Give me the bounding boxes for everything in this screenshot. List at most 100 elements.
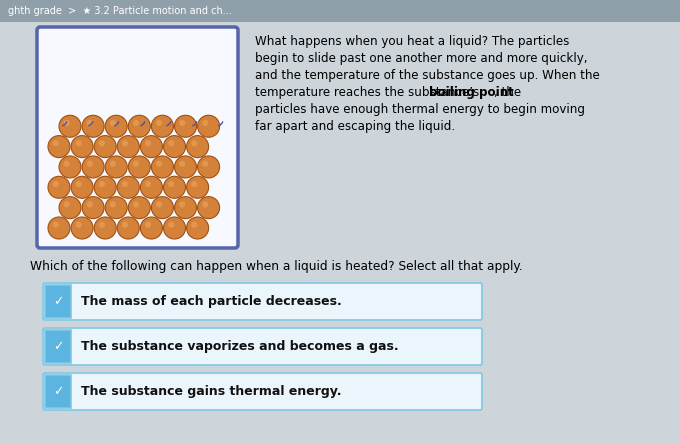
Circle shape bbox=[133, 201, 139, 207]
Circle shape bbox=[152, 115, 173, 137]
Circle shape bbox=[152, 156, 173, 178]
Circle shape bbox=[122, 222, 128, 228]
Circle shape bbox=[156, 201, 162, 207]
Circle shape bbox=[59, 156, 81, 178]
Text: What happens when you heat a liquid? The particles: What happens when you heat a liquid? The… bbox=[255, 35, 569, 48]
Text: , the: , the bbox=[494, 86, 522, 99]
Circle shape bbox=[179, 161, 185, 167]
Circle shape bbox=[52, 140, 58, 147]
Circle shape bbox=[99, 181, 105, 187]
Circle shape bbox=[145, 140, 151, 147]
Circle shape bbox=[99, 222, 105, 228]
Circle shape bbox=[99, 140, 105, 147]
Circle shape bbox=[163, 217, 186, 239]
Circle shape bbox=[48, 135, 70, 158]
FancyBboxPatch shape bbox=[43, 283, 482, 320]
Circle shape bbox=[129, 197, 150, 218]
Text: ✓: ✓ bbox=[53, 295, 63, 308]
Text: temperature reaches the substance’s: temperature reaches the substance’s bbox=[255, 86, 483, 99]
Circle shape bbox=[198, 156, 220, 178]
Circle shape bbox=[186, 176, 209, 198]
Text: ✓: ✓ bbox=[53, 385, 63, 398]
Text: The substance gains thermal energy.: The substance gains thermal energy. bbox=[81, 385, 341, 398]
Circle shape bbox=[59, 197, 81, 218]
Circle shape bbox=[156, 161, 162, 167]
Circle shape bbox=[129, 156, 150, 178]
Circle shape bbox=[75, 140, 82, 147]
Circle shape bbox=[117, 176, 139, 198]
Circle shape bbox=[59, 115, 81, 137]
Circle shape bbox=[152, 197, 173, 218]
Circle shape bbox=[122, 181, 128, 187]
Circle shape bbox=[156, 120, 162, 126]
Text: and the temperature of the substance goes up. When the: and the temperature of the substance goe… bbox=[255, 69, 600, 82]
Text: far apart and escaping the liquid.: far apart and escaping the liquid. bbox=[255, 120, 455, 133]
Circle shape bbox=[117, 135, 139, 158]
Text: The substance vaporizes and becomes a gas.: The substance vaporizes and becomes a ga… bbox=[81, 340, 398, 353]
Circle shape bbox=[82, 156, 104, 178]
Circle shape bbox=[198, 197, 220, 218]
Circle shape bbox=[109, 161, 116, 167]
Circle shape bbox=[122, 140, 128, 147]
Circle shape bbox=[191, 222, 197, 228]
FancyBboxPatch shape bbox=[37, 27, 238, 248]
Circle shape bbox=[168, 181, 174, 187]
Circle shape bbox=[145, 222, 151, 228]
Circle shape bbox=[117, 217, 139, 239]
Circle shape bbox=[133, 161, 139, 167]
FancyBboxPatch shape bbox=[45, 375, 71, 408]
Circle shape bbox=[71, 176, 93, 198]
FancyBboxPatch shape bbox=[43, 328, 482, 365]
Circle shape bbox=[202, 161, 208, 167]
FancyBboxPatch shape bbox=[43, 373, 482, 410]
Circle shape bbox=[87, 120, 93, 126]
Circle shape bbox=[52, 222, 58, 228]
Circle shape bbox=[168, 140, 174, 147]
Circle shape bbox=[71, 217, 93, 239]
Text: The mass of each particle decreases.: The mass of each particle decreases. bbox=[81, 295, 342, 308]
Circle shape bbox=[105, 197, 127, 218]
Circle shape bbox=[48, 176, 70, 198]
Circle shape bbox=[179, 201, 185, 207]
Circle shape bbox=[198, 115, 220, 137]
Circle shape bbox=[64, 120, 70, 126]
Text: ✓: ✓ bbox=[53, 340, 63, 353]
Circle shape bbox=[82, 115, 104, 137]
Circle shape bbox=[95, 176, 116, 198]
Circle shape bbox=[129, 115, 150, 137]
Circle shape bbox=[95, 217, 116, 239]
Circle shape bbox=[191, 181, 197, 187]
Circle shape bbox=[64, 201, 70, 207]
Circle shape bbox=[64, 161, 70, 167]
Circle shape bbox=[133, 120, 139, 126]
Circle shape bbox=[95, 135, 116, 158]
Circle shape bbox=[186, 217, 209, 239]
Circle shape bbox=[163, 176, 186, 198]
Circle shape bbox=[175, 197, 197, 218]
Circle shape bbox=[109, 201, 116, 207]
Circle shape bbox=[48, 217, 70, 239]
Circle shape bbox=[52, 181, 58, 187]
Circle shape bbox=[163, 135, 186, 158]
Circle shape bbox=[75, 181, 82, 187]
Circle shape bbox=[82, 197, 104, 218]
Text: Which of the following can happen when a liquid is heated? Select all that apply: Which of the following can happen when a… bbox=[30, 260, 523, 273]
Circle shape bbox=[140, 217, 163, 239]
FancyBboxPatch shape bbox=[0, 0, 680, 22]
FancyBboxPatch shape bbox=[45, 285, 71, 318]
Circle shape bbox=[175, 156, 197, 178]
Circle shape bbox=[168, 222, 174, 228]
Circle shape bbox=[140, 135, 163, 158]
Circle shape bbox=[87, 161, 93, 167]
Circle shape bbox=[109, 120, 116, 126]
Circle shape bbox=[140, 176, 163, 198]
Circle shape bbox=[186, 135, 209, 158]
Circle shape bbox=[105, 115, 127, 137]
Circle shape bbox=[75, 222, 82, 228]
Circle shape bbox=[202, 201, 208, 207]
Text: begin to slide past one another more and more quickly,: begin to slide past one another more and… bbox=[255, 52, 588, 65]
Circle shape bbox=[145, 181, 151, 187]
Circle shape bbox=[191, 140, 197, 147]
Text: ghth grade  >  ★ 3.2 Particle motion and ch...: ghth grade > ★ 3.2 Particle motion and c… bbox=[8, 6, 232, 16]
Circle shape bbox=[175, 115, 197, 137]
